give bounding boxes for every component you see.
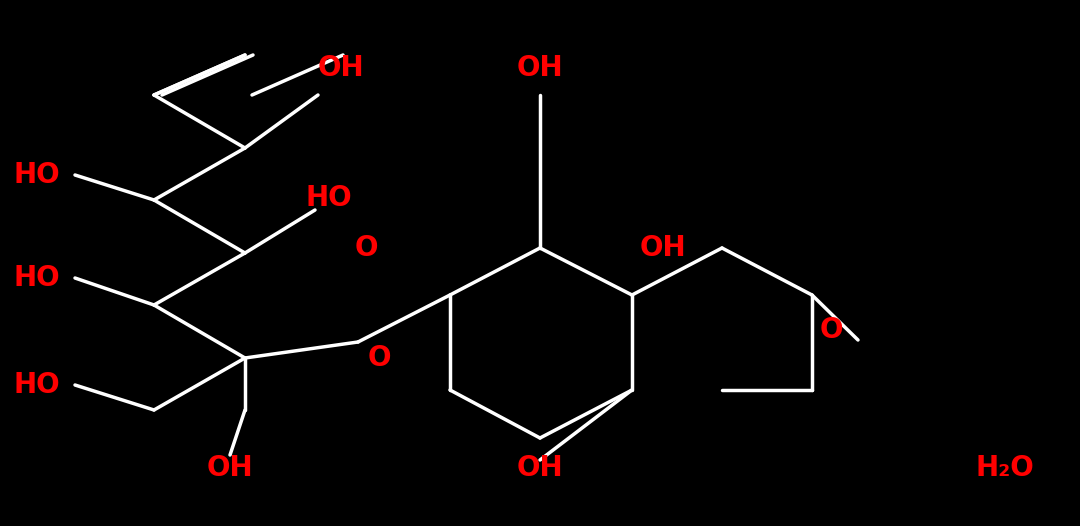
Text: HO: HO — [13, 264, 60, 292]
Text: OH: OH — [640, 234, 687, 262]
Text: O: O — [820, 316, 843, 344]
Text: HO: HO — [13, 161, 60, 189]
Text: OH: OH — [206, 454, 254, 482]
Text: H₂O: H₂O — [975, 454, 1035, 482]
Text: OH: OH — [516, 54, 564, 82]
Text: HO: HO — [13, 371, 60, 399]
Text: OH: OH — [318, 54, 365, 82]
Text: O: O — [355, 234, 378, 262]
Text: OH: OH — [516, 454, 564, 482]
Text: HO: HO — [305, 184, 352, 212]
Text: O: O — [368, 344, 391, 372]
